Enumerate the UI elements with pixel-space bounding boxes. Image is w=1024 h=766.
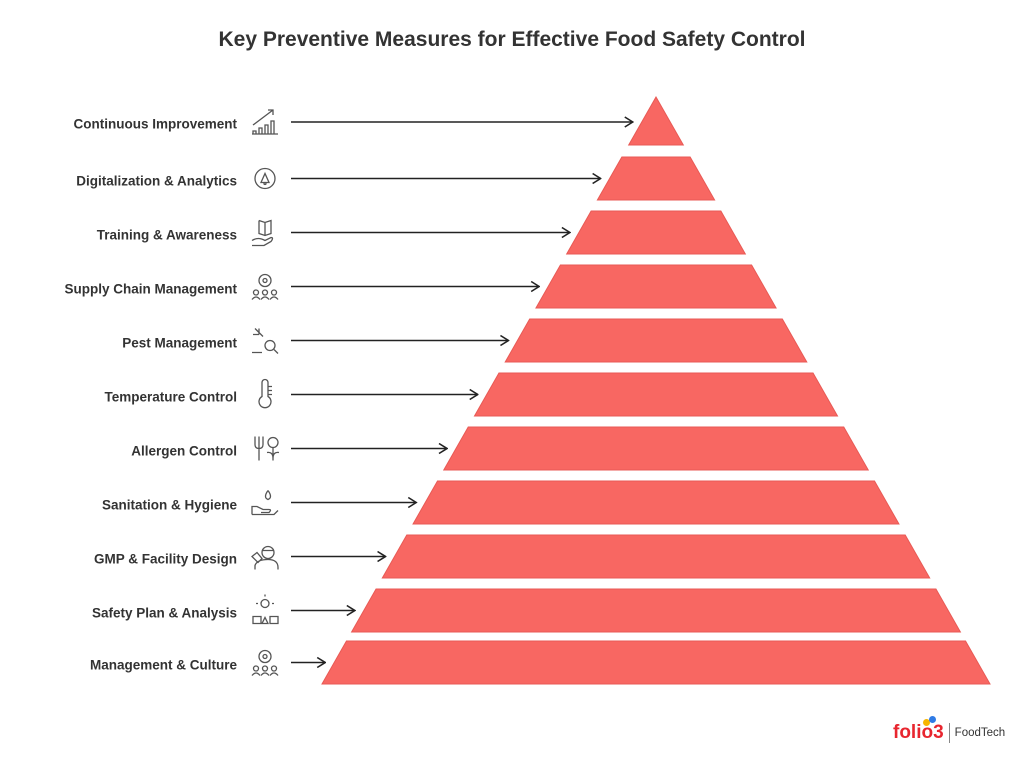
- diagram-title: Key Preventive Measures for Effective Fo…: [218, 28, 806, 51]
- pyramid-level-1: [627, 95, 685, 146]
- bug-search-icon: [252, 328, 279, 354]
- pyramid-level-3: [565, 210, 747, 255]
- level-label: Digitalization & Analytics: [76, 173, 237, 188]
- thermometer-icon: [258, 378, 272, 409]
- level-label: GMP & Facility Design: [93, 551, 237, 566]
- level-label: Continuous Improvement: [73, 116, 237, 132]
- logo-dot-blue: [929, 716, 936, 723]
- fork-leaf-icon: [254, 436, 280, 461]
- pyramid-level-2: [596, 156, 716, 201]
- level-label: Management & Culture: [89, 657, 237, 672]
- folio3-logo: folio3 FoodTech: [893, 716, 1006, 744]
- logo-product: FoodTech: [954, 727, 1006, 739]
- pyramid-level-8: [412, 480, 900, 525]
- pyramid-level-10: [350, 588, 962, 633]
- pyramid-level-5: [504, 318, 808, 363]
- level-label: Supply Chain Management: [64, 281, 237, 296]
- gear-people-icon: [251, 649, 279, 676]
- pyramid-level-4: [535, 264, 777, 309]
- pyramid-level-7: [442, 426, 870, 471]
- level-label: Allergen Control: [131, 443, 237, 458]
- hand-droplet-icon: [251, 490, 279, 516]
- level-label: Sanitation & Hygiene: [101, 497, 237, 512]
- worker-icon: [251, 545, 279, 570]
- level-label: Safety Plan & Analysis: [91, 605, 237, 620]
- pyramid-level-6: [473, 372, 839, 417]
- pyramid-level-11: [321, 640, 991, 685]
- gear-people-icon: [251, 273, 279, 300]
- book-hand-icon: [251, 219, 274, 247]
- level-label: Temperature Control: [104, 389, 237, 404]
- logo-brand: folio3: [893, 722, 944, 743]
- logo-divider: [948, 723, 950, 743]
- gear-alert-icon: [254, 167, 276, 190]
- level-label: Pest Management: [122, 335, 237, 350]
- idea-shapes-icon: [252, 594, 279, 625]
- pyramid-level-9: [381, 534, 931, 579]
- logo-dot-yellow: [923, 719, 930, 726]
- level-label: Training & Awareness: [96, 227, 237, 242]
- growth-chart-icon: [252, 109, 278, 135]
